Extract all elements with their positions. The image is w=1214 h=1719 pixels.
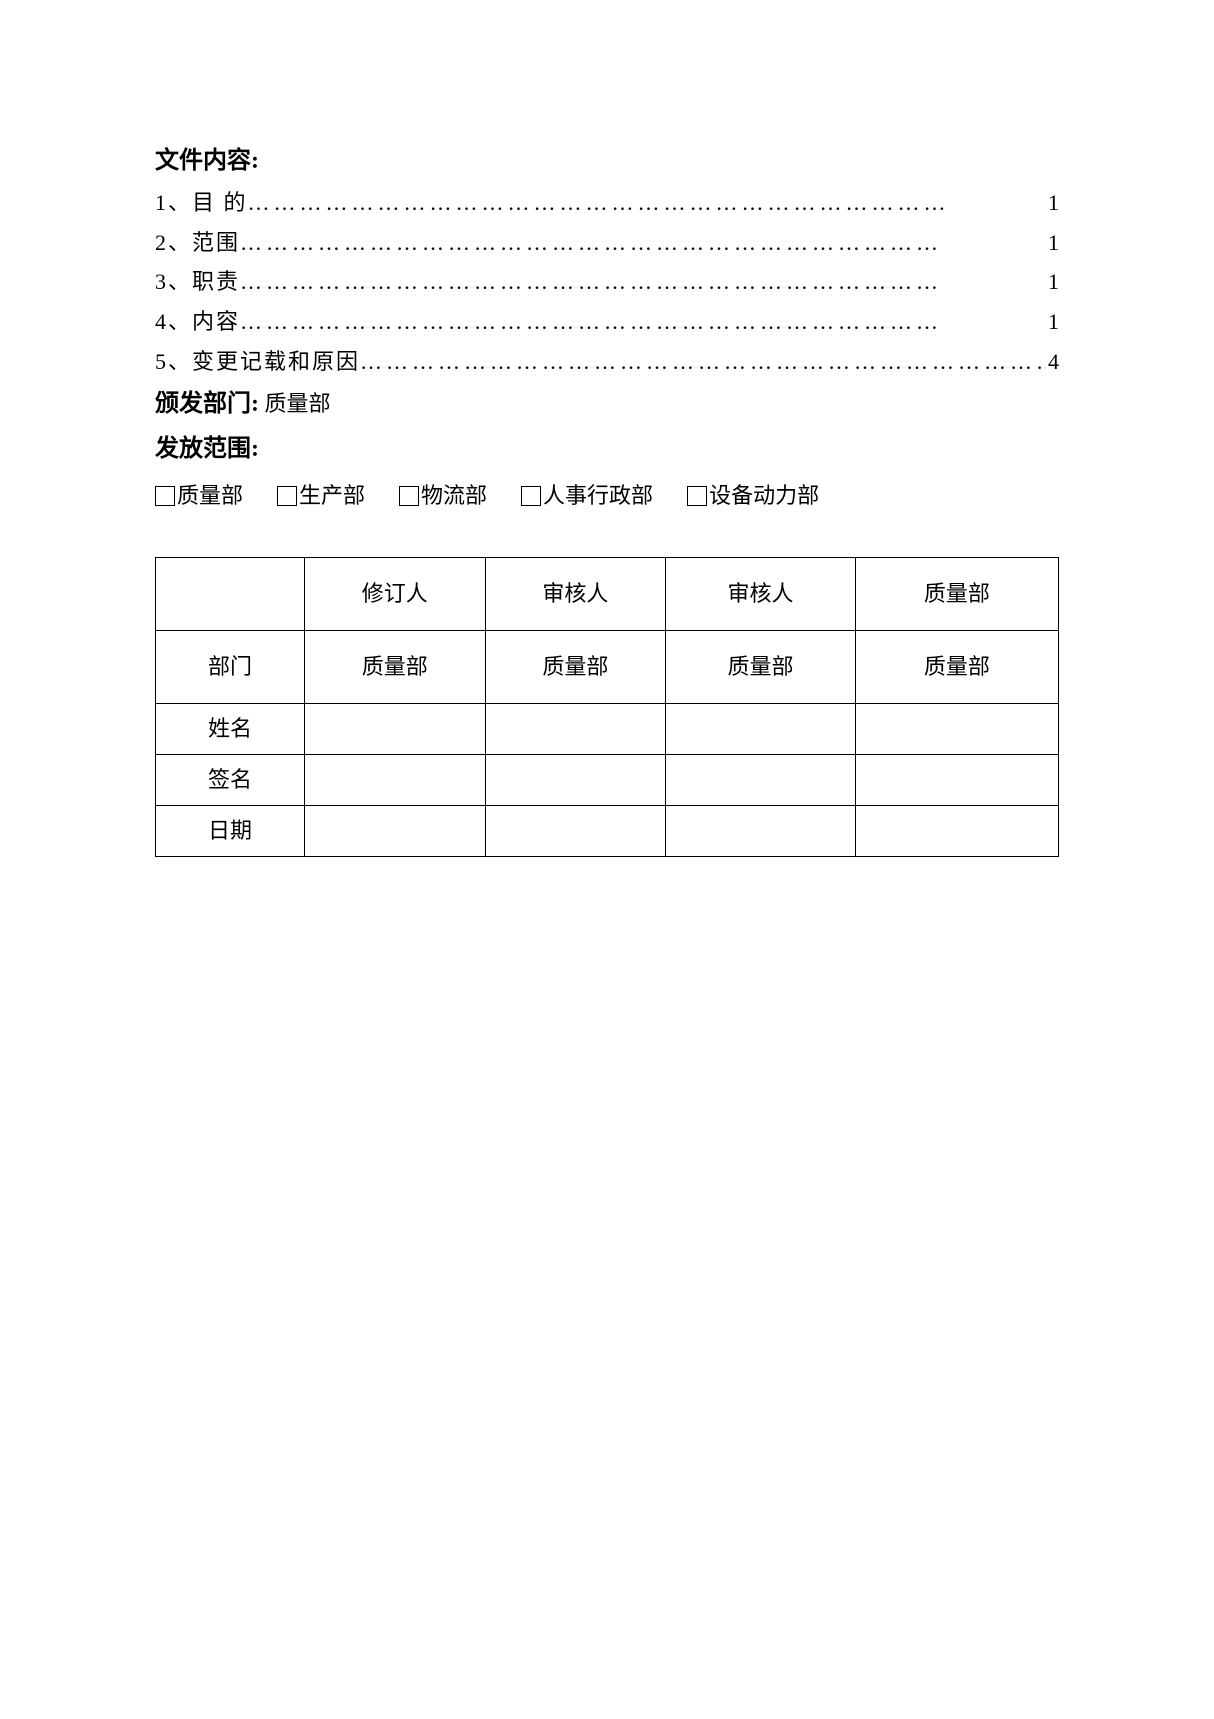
issuing-dept-line: 颁发部门: 质量部 [155, 383, 1059, 426]
distribution-label: 发放范围: [155, 428, 1059, 471]
table-header-cell: 修订人 [304, 558, 485, 631]
table-header-cell: 质量部 [855, 558, 1058, 631]
table-cell [666, 806, 856, 857]
table-header-cell: 审核人 [666, 558, 856, 631]
distribution-option[interactable]: 设备动力部 [687, 476, 819, 516]
distribution-option[interactable]: 物流部 [399, 476, 487, 516]
distribution-option[interactable]: 生产部 [277, 476, 365, 516]
toc-page: 1 [1046, 302, 1059, 342]
table-cell [485, 704, 666, 755]
table-cell [304, 755, 485, 806]
toc-num: 1、 [155, 183, 192, 223]
toc-label: 目 的 [192, 183, 248, 223]
toc-item: 5、 变更记载和原因 ……………………………………………………………………… 4 [155, 342, 1059, 382]
toc-dots: ……………………………………………………………………… [360, 342, 1046, 382]
toc-dots: ……………………………………………………………………… [240, 223, 1046, 263]
table-header-cell: 审核人 [485, 558, 666, 631]
toc-label: 内容 [192, 302, 240, 342]
table-cell: 质量部 [485, 631, 666, 704]
checkbox-icon [521, 486, 541, 506]
table-row-label: 签名 [156, 755, 305, 806]
toc-label: 变更记载和原因 [192, 342, 360, 382]
table-row: 部门 质量部 质量部 质量部 质量部 [156, 631, 1059, 704]
toc-header: 文件内容: [155, 140, 1059, 183]
distribution-option[interactable]: 人事行政部 [521, 476, 653, 516]
table-cell [855, 755, 1058, 806]
toc-item: 1、 目 的 ……………………………………………………………………… 1 [155, 183, 1059, 223]
toc-num: 4、 [155, 302, 192, 342]
distribution-option-label: 生产部 [299, 476, 365, 516]
table-row-label: 日期 [156, 806, 305, 857]
table-cell [666, 704, 856, 755]
distribution-option-label: 物流部 [421, 476, 487, 516]
distribution-row: 质量部 生产部 物流部 人事行政部 设备动力部 [155, 476, 1059, 516]
table-cell [666, 755, 856, 806]
signoff-table: 修订人 审核人 审核人 质量部 部门 质量部 质量部 质量部 质量部 姓名 签名 [155, 557, 1059, 857]
distribution-option-label: 质量部 [177, 476, 243, 516]
toc-dots: ……………………………………………………………………… [240, 262, 1046, 302]
table-header-cell [156, 558, 305, 631]
table-cell: 质量部 [666, 631, 856, 704]
table-row: 签名 [156, 755, 1059, 806]
distribution-option-label: 设备动力部 [709, 476, 819, 516]
table-row-label: 部门 [156, 631, 305, 704]
checkbox-icon [155, 486, 175, 506]
table-cell [485, 806, 666, 857]
table-cell: 质量部 [855, 631, 1058, 704]
toc-item: 3、 职责 ……………………………………………………………………… 1 [155, 262, 1059, 302]
toc-item: 2、 范围 ……………………………………………………………………… 1 [155, 223, 1059, 263]
toc-page: 1 [1046, 223, 1059, 263]
table-row-label: 姓名 [156, 704, 305, 755]
table-cell [855, 704, 1058, 755]
toc-label: 职责 [192, 262, 240, 302]
distribution-option-label: 人事行政部 [543, 476, 653, 516]
table-row: 日期 [156, 806, 1059, 857]
checkbox-icon [277, 486, 297, 506]
document-page: 文件内容: 1、 目 的 ………………………………………………………………………… [0, 0, 1214, 857]
distribution-option[interactable]: 质量部 [155, 476, 243, 516]
toc-num: 2、 [155, 223, 192, 263]
issuing-dept-label: 颁发部门: [155, 391, 259, 417]
toc-num: 3、 [155, 262, 192, 302]
table-cell [485, 755, 666, 806]
table-cell [304, 704, 485, 755]
table-header-row: 修订人 审核人 审核人 质量部 [156, 558, 1059, 631]
toc-page: 1 [1046, 262, 1059, 302]
issuing-dept-value: 质量部 [265, 391, 331, 416]
table-cell [855, 806, 1058, 857]
toc-page: 1 [1046, 183, 1059, 223]
toc-dots: ……………………………………………………………………… [240, 302, 1046, 342]
table-cell: 质量部 [304, 631, 485, 704]
toc-label: 范围 [192, 223, 240, 263]
toc-num: 5、 [155, 342, 192, 382]
checkbox-icon [687, 486, 707, 506]
table-row: 姓名 [156, 704, 1059, 755]
toc-item: 4、 内容 ……………………………………………………………………… 1 [155, 302, 1059, 342]
checkbox-icon [399, 486, 419, 506]
toc-dots: ……………………………………………………………………… [248, 183, 1046, 223]
table-cell [304, 806, 485, 857]
toc-page: 4 [1046, 342, 1059, 382]
